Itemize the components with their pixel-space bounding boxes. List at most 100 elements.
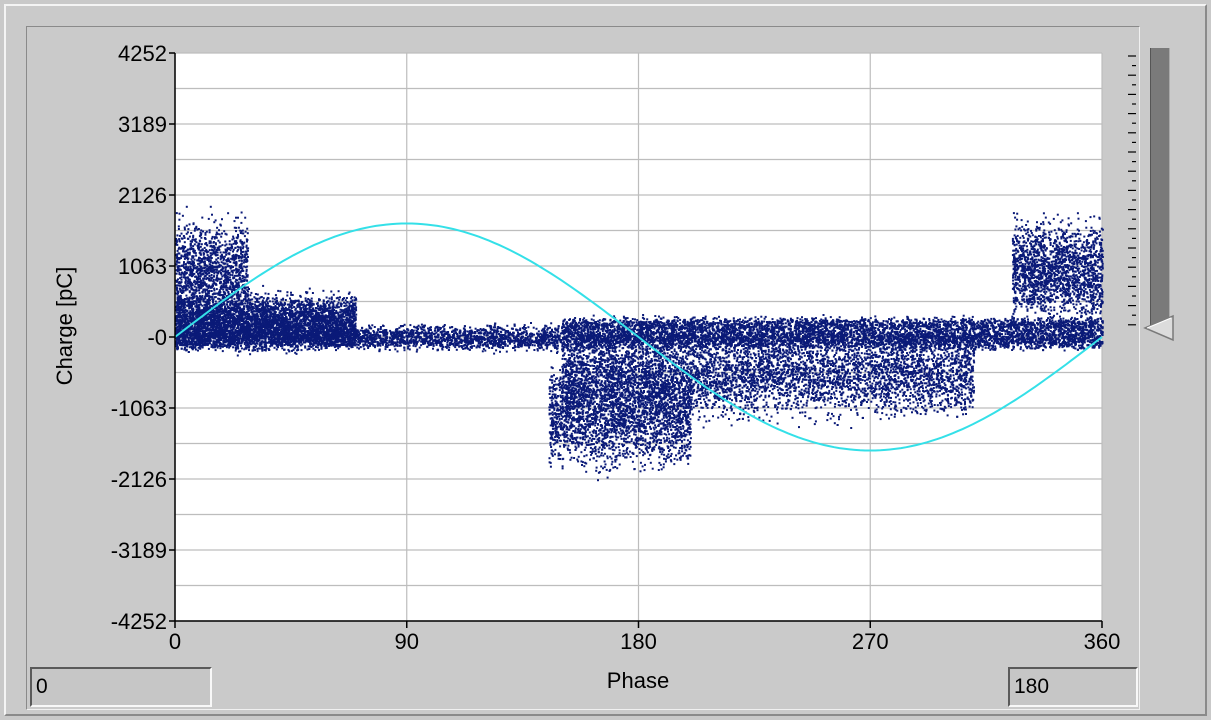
scatter-point	[270, 338, 273, 340]
scatter-point	[843, 332, 846, 335]
scatter-point	[648, 341, 651, 344]
scatter-point	[799, 338, 802, 340]
scatter-point	[1061, 335, 1064, 338]
scatter-point	[1012, 342, 1015, 345]
scatter-point	[420, 340, 423, 343]
scatter-point	[645, 328, 648, 331]
scatter-point	[832, 338, 835, 340]
scatter-point	[416, 348, 419, 351]
scatter-point	[711, 332, 714, 335]
scatter-point	[687, 346, 690, 348]
scatter-point	[694, 344, 697, 347]
scatter-point	[1057, 337, 1060, 340]
scatter-point	[393, 342, 396, 345]
scatter-point	[546, 345, 549, 348]
scatter-point	[393, 345, 396, 348]
scatter-point	[719, 345, 722, 348]
scatter-point	[564, 331, 567, 334]
scatter-point	[513, 324, 516, 327]
scatter-point	[747, 334, 750, 337]
scatter-point	[408, 333, 410, 336]
scatter-point	[367, 342, 370, 344]
scatter-point	[855, 348, 858, 351]
scatter-point	[455, 348, 458, 351]
scatter-point	[450, 336, 453, 339]
scatter-point	[742, 337, 744, 340]
scatter-point	[447, 331, 450, 333]
scatter-point	[1015, 338, 1018, 341]
scatter-point	[1050, 337, 1053, 340]
scatter-point	[479, 328, 482, 330]
scatter-point	[348, 341, 351, 344]
scatter-point	[962, 329, 965, 332]
scatter-point	[400, 338, 402, 341]
scatter-point	[675, 342, 678, 345]
scatter-point	[867, 328, 870, 331]
scatter-point	[828, 335, 831, 338]
scatter-point	[1039, 339, 1042, 342]
scatter-point	[586, 332, 589, 335]
scatter-point	[438, 326, 441, 329]
scatter-point	[572, 329, 575, 332]
scatter-point	[670, 351, 673, 353]
scatter-point	[624, 342, 627, 345]
scatter-point	[702, 334, 705, 337]
scatter-point	[820, 325, 823, 328]
scatter-point	[1000, 340, 1003, 343]
scatter-point	[1077, 334, 1080, 337]
scatter-point	[239, 335, 242, 338]
scatter-point	[306, 333, 309, 336]
scatter-point	[533, 344, 536, 347]
scatter-point	[588, 340, 591, 343]
scatter-point	[477, 340, 480, 343]
scatter-point	[529, 336, 532, 338]
scatter-point	[310, 339, 313, 342]
scatter-point	[646, 340, 649, 343]
scatter-point	[919, 332, 922, 335]
scatter-point	[1052, 339, 1055, 342]
scatter-point	[748, 344, 751, 347]
scatter-point	[760, 324, 763, 327]
scatter-point	[454, 342, 457, 345]
scatter-point	[368, 324, 370, 327]
scatter-point	[197, 346, 200, 349]
scatter-point	[588, 345, 591, 348]
scatter-point	[904, 339, 907, 341]
scatter-point	[1072, 330, 1075, 332]
scatter-point	[527, 326, 530, 329]
scatter-point	[334, 329, 337, 332]
scatter-point	[416, 342, 418, 345]
scatter-point	[493, 326, 495, 329]
scatter-point	[1038, 337, 1041, 340]
scatter-point	[498, 343, 501, 346]
scatter-point	[612, 341, 615, 344]
scatter-point	[618, 328, 621, 331]
scatter-point	[827, 333, 829, 336]
scatter-point	[342, 335, 344, 338]
scatter-point	[851, 336, 854, 339]
scatter-point	[556, 352, 558, 354]
scatter-point	[936, 326, 939, 329]
scatter-point	[833, 336, 836, 339]
scatter-point	[407, 345, 410, 348]
scatter-point	[409, 324, 412, 327]
scatter-point	[413, 336, 416, 339]
scatter-point	[517, 331, 519, 334]
scatter-point	[359, 329, 362, 332]
scatter-point	[1051, 331, 1054, 334]
scatter-point	[385, 343, 387, 346]
scatter-point	[614, 332, 617, 335]
scatter-point	[409, 331, 412, 334]
scatter-point	[705, 334, 708, 337]
scatter-point	[1014, 340, 1017, 342]
scatter-point	[858, 334, 861, 337]
scatter-point	[980, 339, 983, 342]
scatter-point	[994, 330, 997, 333]
scatter-point	[434, 335, 436, 338]
scatter-point	[956, 342, 958, 345]
scatter-point	[492, 342, 495, 345]
scatter-point	[962, 348, 964, 351]
scatter-point	[1042, 330, 1045, 333]
scatter-point	[881, 335, 884, 338]
scatter-point	[954, 344, 957, 347]
